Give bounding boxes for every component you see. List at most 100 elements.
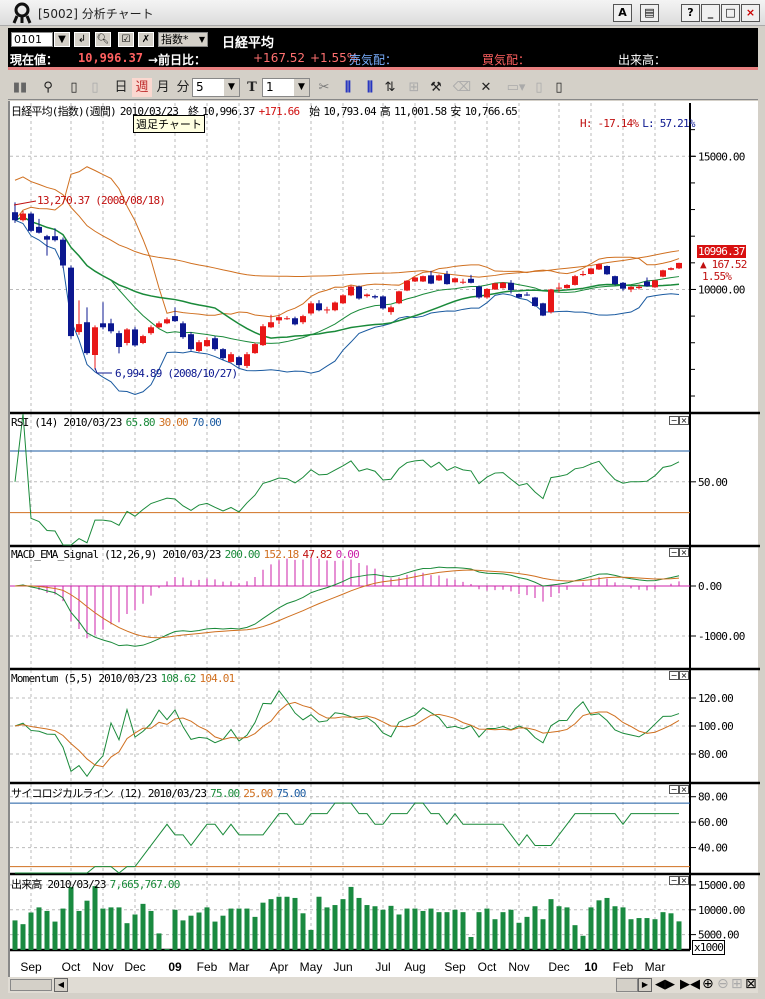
volume-close-button[interactable]: ×: [679, 876, 689, 885]
candle-down: [180, 323, 186, 338]
edit-button[interactable]: ☑: [118, 32, 134, 47]
volume-bar: [468, 936, 474, 950]
font-button[interactable]: A: [613, 4, 632, 22]
psych-title: サイコロジカルライン (12) 2010/03/23: [11, 787, 207, 800]
close-button[interactable]: ×: [741, 4, 760, 22]
bar-chart-icon[interactable]: ⫼: [367, 80, 373, 95]
text-tool-icon[interactable]: T: [247, 80, 257, 95]
period-weekly[interactable]: 週: [132, 78, 152, 97]
volume-bar: [252, 916, 258, 950]
volume-bar: [300, 913, 306, 950]
sort-arrows-icon[interactable]: ⇅: [384, 80, 396, 95]
scroll-left-button[interactable]: ◀: [54, 978, 68, 992]
horizontal-scrollbar[interactable]: ◀ ▶ ◀▶ ▶◀ ⊕ ⊖ ⊞ ⊠: [8, 976, 758, 993]
new-page-icon[interactable]: ▯: [70, 80, 78, 95]
psych-lower-level: 25.00: [243, 787, 273, 800]
macd-line: [14, 566, 680, 647]
candle-down: [612, 276, 618, 285]
psych-close-button[interactable]: ×: [679, 785, 689, 794]
scroll-track-end[interactable]: [616, 978, 638, 992]
candle-up: [564, 284, 570, 289]
volume-bar: [556, 906, 562, 950]
zoom-out-icon[interactable]: ⊖: [717, 976, 729, 992]
contract-icon[interactable]: ▶◀: [680, 977, 700, 992]
rsi-close-button[interactable]: ×: [679, 416, 689, 425]
code-input[interactable]: 0101: [11, 32, 53, 47]
volume-minimize-button[interactable]: −: [669, 876, 679, 885]
eraser-icon[interactable]: ⌫: [452, 80, 472, 95]
candle-down: [372, 296, 378, 298]
candle-up: [252, 344, 258, 354]
momentum-minimize-button[interactable]: −: [669, 671, 679, 680]
page-icon[interactable]: ▯: [535, 80, 543, 95]
time-axis-label: Aug: [404, 960, 425, 974]
volume-bar: [404, 908, 410, 950]
period-monthly[interactable]: 月: [156, 80, 170, 95]
rsi-minimize-button[interactable]: −: [669, 416, 679, 425]
minute-select[interactable]: 5 ▼: [192, 78, 240, 97]
copy-page-icon[interactable]: ▯: [91, 80, 99, 95]
candle-up: [20, 213, 26, 221]
axis-tick-label: 60.00: [698, 816, 727, 829]
delete-icon[interactable]: ✕: [480, 80, 492, 95]
code-dropdown-button[interactable]: ▼: [54, 32, 70, 47]
period-minute[interactable]: 分: [176, 80, 190, 95]
fit-icon[interactable]: ⊞: [731, 976, 743, 992]
candle-up: [436, 275, 442, 281]
help-button[interactable]: ?: [681, 4, 700, 22]
volume-bar: [316, 896, 322, 950]
minimize-button[interactable]: _: [701, 4, 720, 22]
candle-up: [556, 287, 562, 289]
candle-down: [132, 329, 138, 346]
grid-icon[interactable]: ⊞: [408, 80, 420, 95]
volume-bar: [52, 921, 58, 950]
candle-down: [356, 286, 362, 299]
zoom-icon[interactable]: ⚲: [43, 80, 53, 95]
axis-tick-label: 5000.00: [698, 929, 739, 942]
momentum-close-button[interactable]: ×: [679, 671, 689, 680]
macd-minimize-button[interactable]: −: [669, 548, 679, 557]
candle-up: [460, 281, 466, 283]
volume-bar: [516, 922, 522, 950]
volume-bar: [140, 903, 146, 950]
candle-down: [12, 212, 18, 221]
line-width-select[interactable]: 1 ▼: [262, 78, 310, 97]
tools-icon[interactable]: ⚒: [430, 80, 442, 95]
zoom-in-icon[interactable]: ⊕: [702, 976, 714, 992]
scroll-thumb[interactable]: [10, 979, 52, 991]
axis-tick-label: 0.00: [698, 580, 721, 593]
scroll-right-button[interactable]: ▶: [638, 978, 652, 992]
volume-bar: [12, 920, 18, 950]
maximize-button[interactable]: □: [721, 4, 740, 22]
print-page-icon[interactable]: ▯: [555, 80, 563, 95]
save-icon[interactable]: ▭▾: [506, 80, 526, 95]
rsi-value: 65.80: [125, 416, 156, 429]
market-select[interactable]: 指数* ▼: [158, 32, 208, 47]
trendline-icon[interactable]: ✂: [318, 80, 330, 95]
psych-minimize-button[interactable]: −: [669, 785, 679, 794]
rsi-upper-level: 70.00: [191, 416, 222, 429]
search-button[interactable]: 🔍︎: [95, 32, 111, 47]
volume-bar: [532, 906, 538, 950]
volume-bar: [612, 906, 618, 950]
volume-bar: [436, 912, 442, 950]
time-axis-label: Sep: [444, 960, 466, 974]
candle-type-icon[interactable]: ▮▮: [12, 80, 28, 95]
macd-close-button[interactable]: ×: [679, 548, 689, 557]
candle-down: [620, 282, 626, 289]
candle-up: [580, 274, 586, 276]
enter-button[interactable]: ↲: [74, 32, 90, 47]
copy-button[interactable]: ▤: [640, 4, 659, 22]
volume-bar: [132, 914, 138, 950]
current-price-label: 現在値：: [10, 53, 59, 67]
reset-icon[interactable]: ⊠: [745, 976, 757, 992]
volume-bar: [524, 916, 530, 950]
volume-bar: [180, 920, 186, 950]
clear-button[interactable]: ✗: [138, 32, 154, 47]
volume-bar: [324, 907, 330, 950]
expand-icon[interactable]: ◀▶: [655, 977, 675, 992]
bar-chart-red-blue-icon[interactable]: ⫼: [345, 80, 351, 95]
candle-up: [492, 283, 498, 290]
period-daily[interactable]: 日: [114, 80, 128, 95]
